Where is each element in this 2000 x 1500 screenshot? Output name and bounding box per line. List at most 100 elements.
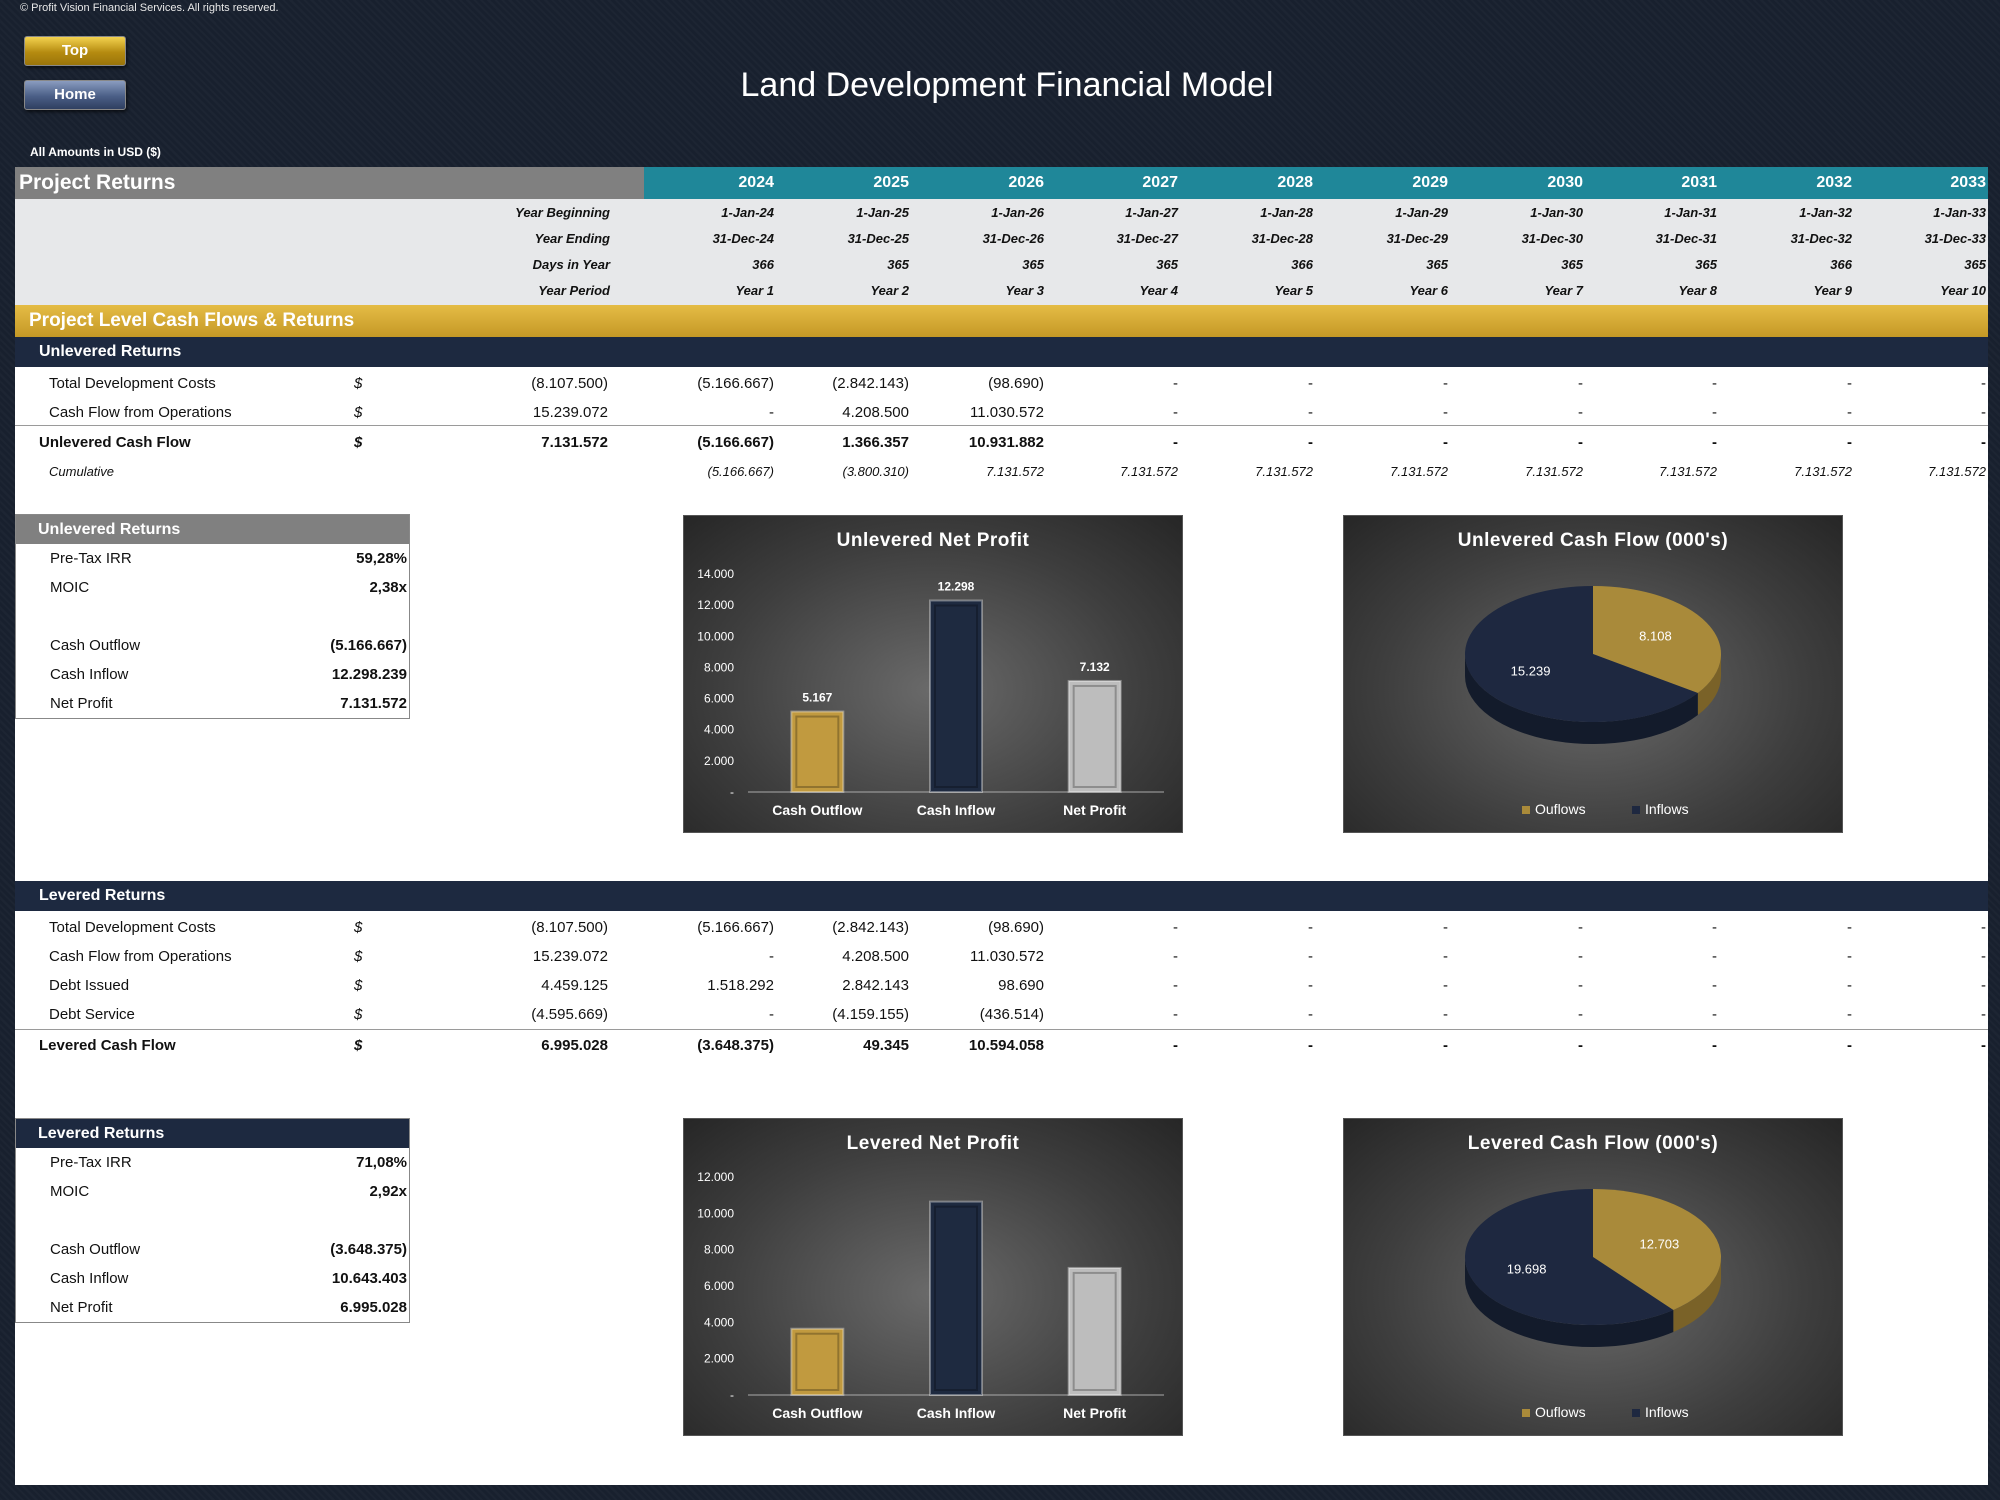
- bar: [790, 710, 845, 794]
- cashflow-band: Project Level Cash Flows & Returns: [15, 305, 1988, 337]
- timeline-cell: 31-Dec-26: [982, 230, 1044, 246]
- summary-value: 2,92x: [369, 1183, 407, 1200]
- row-value: (5.166.667): [697, 375, 774, 392]
- levered-net-profit-chart: Levered Net Profit - 2.000 4.000 6.000 8.000…: [683, 1118, 1183, 1436]
- row-value: (436.514): [979, 1006, 1044, 1023]
- row-value: -: [1847, 1006, 1852, 1023]
- row-value: -: [1712, 404, 1717, 421]
- unlevered-summary-title: Unlevered Returns: [16, 515, 409, 544]
- timeline-cell: Year 2: [870, 282, 909, 298]
- pie-slice: [1465, 1189, 1674, 1325]
- timeline-row: Year Ending 31-Dec-24 31-Dec-25 31-Dec-26 31…: [15, 225, 1988, 251]
- row-unit: $: [354, 919, 363, 936]
- timeline-cell: 1-Jan-27: [1125, 204, 1178, 220]
- row-total: (8.107.500): [531, 919, 608, 936]
- row-unit: $: [354, 1006, 363, 1023]
- row-value: 7.131.572: [1120, 464, 1178, 479]
- pie-slice-side: [1465, 1257, 1674, 1347]
- unlevered-band-title: Unlevered Returns: [39, 343, 182, 360]
- levered-summary-title: Levered Returns: [16, 1119, 409, 1148]
- summary-value: 12.298.239: [331, 666, 407, 683]
- unlevered-cash-flow-chart: Unlevered Cash Flow (000's) 8.108 15.239 O…: [1343, 515, 1843, 833]
- chart-title: Unlevered Cash Flow (000's): [1457, 530, 1729, 551]
- summary-value: 71,08%: [356, 1154, 407, 1171]
- row-value: (3.800.310): [842, 464, 910, 479]
- row-value: -: [1173, 434, 1178, 451]
- timeline-cell: Year 1: [735, 282, 774, 298]
- total-row: Unlevered Cash Flow $7.131.572 (5.166.667)…: [15, 428, 1988, 457]
- row-label: Total Development Costs: [49, 375, 216, 392]
- top-button[interactable]: Top: [24, 36, 126, 66]
- row-value: 4.208.500: [842, 948, 909, 965]
- row-divider: [15, 1029, 1988, 1030]
- row-value: -: [769, 404, 774, 421]
- row-value: -: [1847, 404, 1852, 421]
- timeline-cell: 31-Dec-28: [1251, 230, 1313, 246]
- summary-value: (5.166.667): [330, 637, 407, 654]
- row-value: -: [1308, 375, 1313, 392]
- row-divider: [15, 425, 1988, 426]
- summary-row: Cash Inflow 10.643.403: [16, 1264, 409, 1293]
- summary-row: [16, 1206, 409, 1235]
- row-value: -: [1981, 1037, 1986, 1054]
- timeline-cell: 365: [1022, 256, 1044, 272]
- year-header-band: [644, 167, 1988, 199]
- unlevered-band: Unlevered Returns: [15, 337, 1988, 367]
- row-value: 4.208.500: [842, 404, 909, 421]
- legend-label: Ouflows: [1535, 801, 1586, 817]
- row-value: -: [1308, 977, 1313, 994]
- timeline-cell: 1-Jan-30: [1530, 204, 1583, 220]
- cashflow-band-title: Project Level Cash Flows & Returns: [29, 310, 355, 331]
- section-title: Project Returns: [19, 171, 176, 194]
- bar-bevel: [1072, 1271, 1117, 1391]
- row-value: -: [1308, 919, 1313, 936]
- row-value: -: [1173, 1006, 1178, 1023]
- home-button[interactable]: Home: [24, 80, 126, 110]
- chart-plot: 8.108 15.239 Ouflows Inflows: [1465, 586, 1721, 817]
- row-value: -: [1712, 1037, 1717, 1054]
- row-unit: $: [354, 434, 363, 451]
- row-value: -: [1173, 948, 1178, 965]
- table-row: Cash Flow from Operations $15.239.072 - 4.2…: [15, 942, 1988, 971]
- row-value: -: [1578, 434, 1583, 451]
- summary-row: MOIC 2,38x: [16, 573, 409, 602]
- y-tick-label: 14.000: [697, 567, 734, 581]
- timeline-cell: Year 10: [1940, 282, 1986, 298]
- timeline-cell: 1-Jan-31: [1664, 204, 1717, 220]
- row-value: -: [1578, 919, 1583, 936]
- summary-label: Cash Outflow: [50, 1241, 141, 1258]
- row-value: 2.842.143: [842, 977, 909, 994]
- row-value: -: [1173, 404, 1178, 421]
- row-value: -: [1443, 1037, 1448, 1054]
- timeline-cell: Year 9: [1813, 282, 1852, 298]
- timeline-band: Year Beginning 1-Jan-24 1-Jan-25 1-Jan-26 1-…: [15, 199, 1988, 305]
- data-label: 7.132: [1080, 660, 1110, 674]
- summary-row: Pre-Tax IRR 59,28%: [16, 544, 409, 573]
- row-value: -: [1981, 919, 1986, 936]
- timeline-cell: 365: [1561, 256, 1583, 272]
- category-label: Cash Outflow: [772, 1405, 862, 1421]
- data-label: 5.167: [802, 691, 832, 705]
- timeline-cell: 1-Jan-32: [1799, 204, 1852, 220]
- data-label: 19.698: [1507, 1261, 1547, 1276]
- row-value: 7.131.572: [1928, 464, 1986, 479]
- row-value: (98.690): [988, 919, 1044, 936]
- y-tick-label: -: [730, 785, 734, 799]
- row-value: -: [1712, 1006, 1717, 1023]
- timeline-cell: Year 5: [1274, 282, 1313, 298]
- year-header-cell: 2030: [1547, 174, 1583, 191]
- row-label: Cash Flow from Operations: [49, 404, 232, 421]
- legend-label: Ouflows: [1535, 1404, 1586, 1420]
- y-tick-label: 12.000: [697, 598, 734, 612]
- y-tick-label: 2.000: [704, 1352, 734, 1366]
- chart-title: Levered Net Profit: [846, 1133, 1020, 1154]
- row-value: -: [1712, 434, 1717, 451]
- row-label: Levered Cash Flow: [39, 1037, 176, 1054]
- row-value: -: [1443, 948, 1448, 965]
- category-label: Net Profit: [1063, 802, 1126, 818]
- y-tick-label: 8.000: [704, 660, 734, 674]
- timeline-cell: 1-Jan-29: [1395, 204, 1448, 220]
- summary-label: Net Profit: [50, 1299, 113, 1316]
- summary-label: Pre-Tax IRR: [50, 1154, 132, 1171]
- timeline-cell: 31-Dec-32: [1790, 230, 1852, 246]
